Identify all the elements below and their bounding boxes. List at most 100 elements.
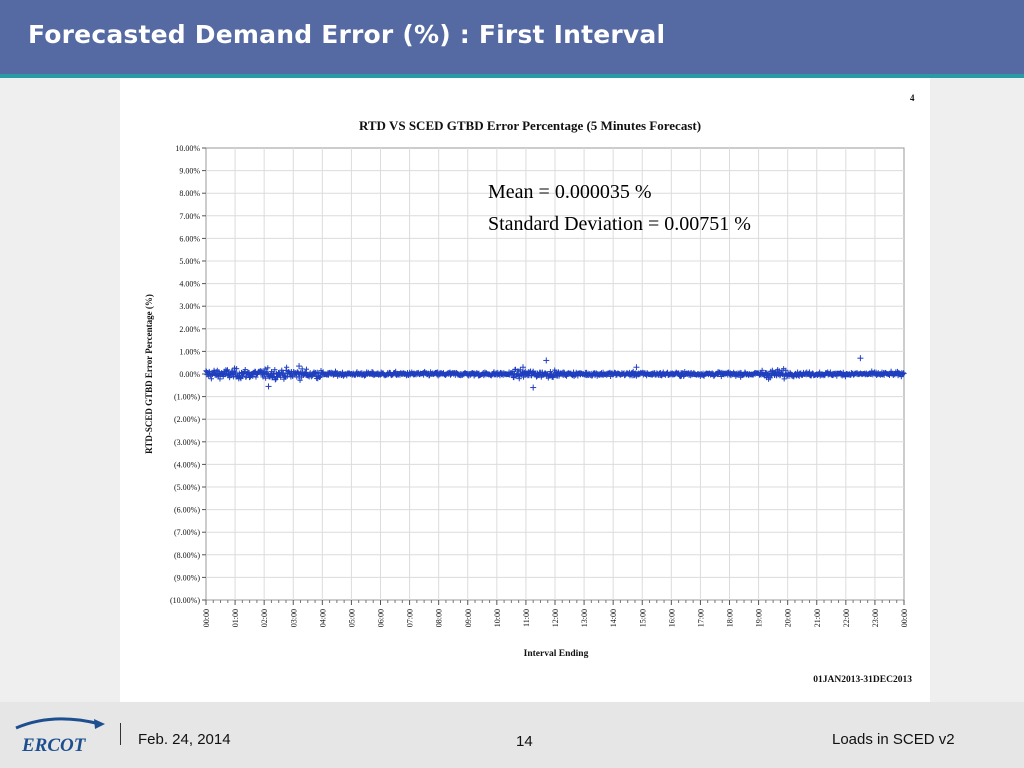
data-point xyxy=(246,374,253,381)
x-tick-label: 00:00 xyxy=(202,609,211,627)
ercot-logo: ERCOT xyxy=(15,717,105,756)
x-tick-label: 03:00 xyxy=(289,609,298,627)
data-point xyxy=(250,373,256,379)
stats-mean: Mean = 0.000035 % xyxy=(488,181,651,203)
stats-std-dev: Standard Deviation = 0.00751 % xyxy=(488,213,751,235)
x-tick-label: 23:00 xyxy=(871,609,880,627)
scatter-chart: RTD VS SCED GTBD Error Percentage (5 Min… xyxy=(144,93,915,685)
right-margin-band xyxy=(930,78,1024,704)
left-margin-band xyxy=(0,78,120,704)
x-tick-label: 18:00 xyxy=(726,609,735,627)
x-tick-label: 16:00 xyxy=(667,609,676,627)
data-point xyxy=(516,376,522,382)
x-tick-label: 12:00 xyxy=(551,609,560,627)
x-tick-label: 08:00 xyxy=(435,609,444,627)
x-tick-label: 14:00 xyxy=(609,609,618,627)
data-point xyxy=(767,375,773,381)
x-tick-label: 02:00 xyxy=(260,609,269,627)
data-point xyxy=(520,364,527,371)
y-tick-label: (10.00%) xyxy=(170,596,200,605)
data-point xyxy=(901,370,907,377)
data-point xyxy=(317,373,324,379)
data-point xyxy=(543,357,550,364)
data-point xyxy=(253,374,259,380)
x-tick-label: 01:00 xyxy=(231,609,240,627)
data-point xyxy=(842,374,849,380)
data-point xyxy=(258,368,264,374)
data-point xyxy=(232,369,238,375)
data-point xyxy=(227,375,233,381)
y-tick-label: 4.00% xyxy=(179,280,200,289)
data-point xyxy=(827,369,833,375)
data-point xyxy=(369,369,375,375)
y-tick-label: 2.00% xyxy=(179,325,200,334)
x-tick-label: 05:00 xyxy=(347,609,356,627)
logo-arrow-icon xyxy=(94,719,105,729)
y-tick-label: 5.00% xyxy=(179,257,200,266)
slide-title: Forecasted Demand Error (%) : First Inte… xyxy=(28,20,666,49)
data-point xyxy=(242,366,248,373)
page-number: 14 xyxy=(516,733,533,750)
corner-mark: 4 xyxy=(910,93,915,103)
data-point xyxy=(262,366,268,372)
data-point xyxy=(284,364,290,370)
data-point xyxy=(530,384,537,391)
y-axis-ticks: 10.00% 9.00% 8.00% 7.00% 6.00% 5.00% 4.00% 3.00… xyxy=(170,144,206,605)
y-tick-label: (2.00%) xyxy=(174,415,200,424)
slide-footer: ERCOT xyxy=(0,702,1024,768)
data-point xyxy=(303,366,310,372)
data-points xyxy=(203,355,907,391)
x-tick-label: 00:00 xyxy=(900,609,909,627)
y-tick-label: 6.00% xyxy=(179,234,200,243)
y-tick-label: 0.00% xyxy=(179,370,200,379)
data-point xyxy=(759,367,765,373)
data-point xyxy=(217,376,223,382)
x-tick-label: 04:00 xyxy=(318,609,327,627)
data-point xyxy=(263,375,269,381)
data-point xyxy=(806,369,813,375)
y-tick-label: 9.00% xyxy=(179,167,200,176)
chart-title: RTD VS SCED GTBD Error Percentage (5 Min… xyxy=(359,118,701,133)
data-point xyxy=(265,365,271,371)
footer-date: Feb. 24, 2014 xyxy=(138,731,231,748)
data-point xyxy=(308,374,314,380)
data-point xyxy=(224,367,231,373)
y-tick-label: 7.00% xyxy=(179,212,200,221)
y-tick-label: 10.00% xyxy=(175,144,200,153)
x-tick-label: 09:00 xyxy=(464,609,473,627)
data-point xyxy=(265,383,272,390)
y-tick-label: (9.00%) xyxy=(174,573,200,582)
data-point xyxy=(297,377,303,383)
x-tick-label: 06:00 xyxy=(377,609,386,627)
x-tick-label: 22:00 xyxy=(842,609,851,627)
data-point xyxy=(900,370,907,376)
chart-panel: RTD VS SCED GTBD Error Percentage (5 Min… xyxy=(120,78,930,702)
y-tick-label: 1.00% xyxy=(179,347,200,356)
date-range-label: 01JAN2013-31DEC2013 xyxy=(813,675,912,685)
x-axis-ticks: 00:00 01:00 02:00 03:00 04:00 05:00 06:00 07:00… xyxy=(202,600,909,627)
data-point xyxy=(272,367,278,373)
data-point xyxy=(633,364,640,371)
data-point xyxy=(296,363,303,370)
x-tick-label: 13:00 xyxy=(580,609,589,627)
x-tick-label: 17:00 xyxy=(696,609,705,627)
data-point xyxy=(302,369,309,375)
x-axis-label: Interval Ending xyxy=(524,649,589,659)
data-point xyxy=(317,374,323,380)
x-tick-label: 15:00 xyxy=(638,609,647,627)
logo-swoosh-icon xyxy=(15,717,101,730)
y-tick-label: 8.00% xyxy=(179,189,200,198)
data-point xyxy=(821,373,827,379)
y-tick-label: (3.00%) xyxy=(174,438,200,447)
y-tick-label: (5.00%) xyxy=(174,483,200,492)
header-accent-line xyxy=(0,74,1024,78)
y-tick-label: (8.00%) xyxy=(174,551,200,560)
y-tick-label: (6.00%) xyxy=(174,506,200,515)
data-point xyxy=(208,376,214,382)
x-tick-label: 20:00 xyxy=(784,609,793,627)
data-point xyxy=(517,367,523,373)
x-tick-label: 10:00 xyxy=(493,609,502,627)
slide-header: Forecasted Demand Error (%) : First Inte… xyxy=(0,0,1024,74)
deck-title: Loads in SCED v2 xyxy=(832,731,955,748)
y-tick-label: 3.00% xyxy=(179,302,200,311)
